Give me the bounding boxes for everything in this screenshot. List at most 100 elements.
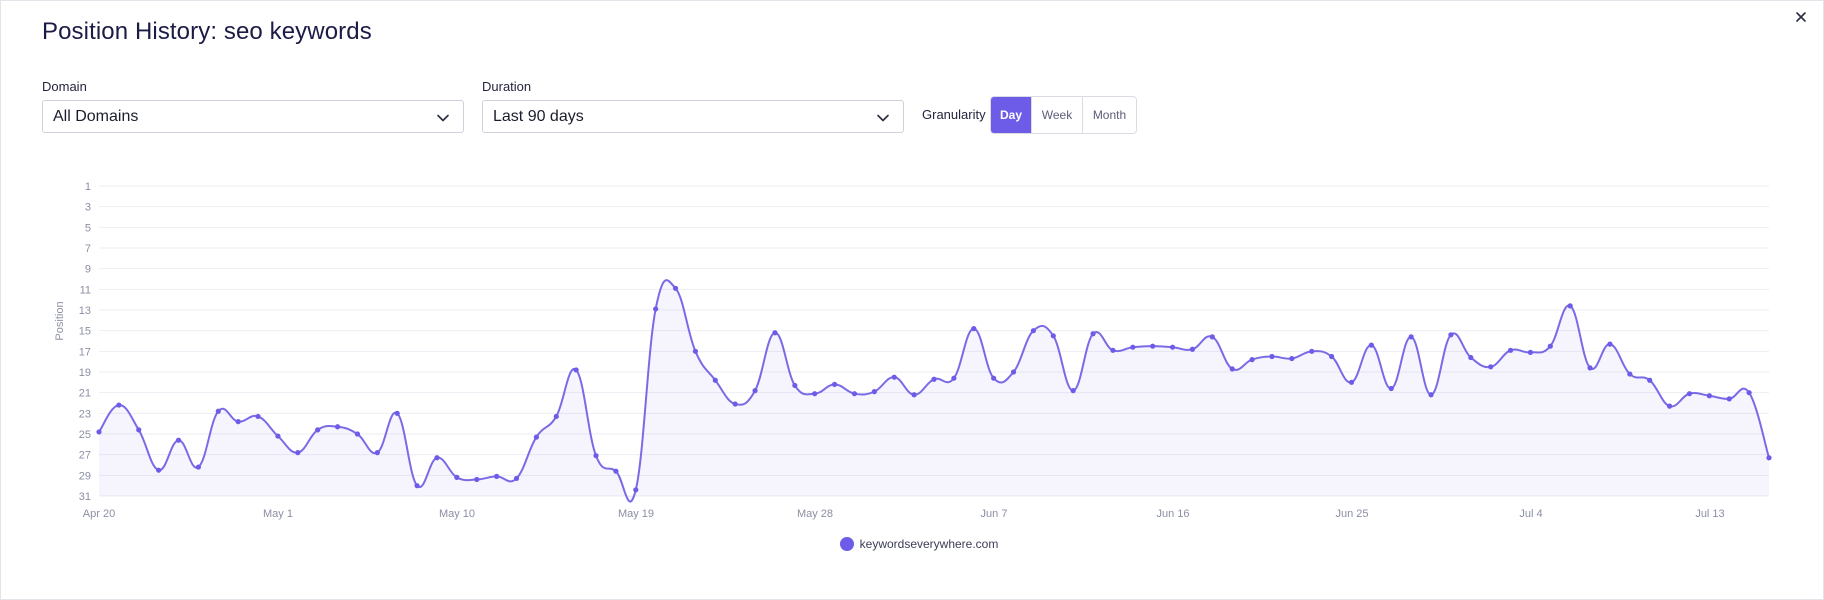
y-tick-label: 1: [85, 181, 91, 193]
data-point[interactable]: [1189, 346, 1196, 352]
data-point[interactable]: [156, 467, 162, 473]
granularity-week-button[interactable]: Week: [1031, 97, 1082, 133]
legend-item[interactable]: keywordseverywhere.com: [839, 537, 998, 551]
data-point[interactable]: [494, 473, 500, 479]
data-point[interactable]: [1488, 364, 1494, 370]
data-point[interactable]: [1587, 365, 1593, 371]
data-point[interactable]: [633, 487, 639, 493]
data-point[interactable]: [1309, 348, 1315, 354]
data-point[interactable]: [851, 391, 858, 397]
data-point[interactable]: [1666, 403, 1673, 409]
data-point[interactable]: [295, 450, 301, 456]
y-tick-label: 27: [79, 450, 91, 462]
data-point[interactable]: [215, 408, 221, 414]
data-point[interactable]: [1746, 390, 1752, 396]
data-point[interactable]: [96, 429, 102, 435]
data-point[interactable]: [474, 476, 480, 483]
data-point[interactable]: [752, 388, 758, 394]
data-point[interactable]: [891, 374, 897, 380]
data-point[interactable]: [573, 367, 579, 373]
data-point[interactable]: [772, 330, 778, 336]
data-point[interactable]: [1607, 341, 1613, 347]
data-point[interactable]: [1050, 333, 1056, 339]
data-point[interactable]: [434, 455, 440, 461]
data-point[interactable]: [1209, 334, 1215, 340]
data-point[interactable]: [394, 410, 400, 416]
data-point[interactable]: [1289, 355, 1295, 362]
data-point[interactable]: [414, 483, 420, 489]
data-point[interactable]: [1169, 344, 1176, 350]
x-tick-label: Jul 13: [1695, 508, 1724, 520]
data-point[interactable]: [1030, 328, 1037, 334]
data-point[interactable]: [454, 474, 460, 480]
data-point[interactable]: [1627, 371, 1633, 377]
data-point[interactable]: [1229, 366, 1235, 372]
data-point[interactable]: [1150, 343, 1156, 349]
data-point[interactable]: [255, 413, 261, 420]
data-point[interactable]: [1706, 393, 1712, 399]
data-point[interactable]: [951, 375, 957, 381]
data-point[interactable]: [334, 424, 341, 430]
data-point[interactable]: [792, 382, 798, 389]
data-point[interactable]: [195, 464, 202, 470]
data-point[interactable]: [871, 389, 877, 395]
data-point[interactable]: [1110, 347, 1116, 353]
data-point[interactable]: [1010, 369, 1017, 375]
data-point[interactable]: [593, 453, 599, 459]
data-point[interactable]: [1070, 388, 1076, 394]
close-button[interactable]: [1791, 7, 1811, 27]
data-point[interactable]: [533, 434, 539, 440]
chart-legend: keywordseverywhere.com: [1, 537, 1824, 551]
data-point[interactable]: [931, 376, 937, 382]
data-point[interactable]: [911, 392, 917, 398]
duration-select[interactable]: Last 90 days: [482, 100, 904, 133]
data-point[interactable]: [712, 377, 718, 383]
data-point[interactable]: [613, 468, 619, 474]
domain-select[interactable]: All Domains: [42, 100, 464, 133]
data-point[interactable]: [1726, 396, 1732, 402]
data-point[interactable]: [315, 427, 321, 433]
granularity-day-button[interactable]: Day: [991, 97, 1031, 133]
data-point[interactable]: [1507, 347, 1514, 353]
data-point[interactable]: [1368, 342, 1374, 348]
data-point[interactable]: [553, 413, 559, 420]
data-point[interactable]: [971, 326, 977, 332]
data-point[interactable]: [175, 437, 182, 443]
data-point[interactable]: [1269, 353, 1275, 360]
data-point[interactable]: [1329, 353, 1335, 360]
data-point[interactable]: [672, 285, 679, 291]
data-point[interactable]: [653, 306, 659, 312]
data-point[interactable]: [116, 402, 122, 408]
data-point[interactable]: [235, 419, 241, 425]
data-point[interactable]: [275, 433, 281, 439]
data-point[interactable]: [1428, 392, 1434, 398]
data-point[interactable]: [1249, 357, 1255, 363]
data-point[interactable]: [1766, 455, 1772, 461]
data-point[interactable]: [1408, 334, 1414, 340]
data-point[interactable]: [692, 348, 699, 354]
data-point[interactable]: [1348, 379, 1355, 385]
data-point[interactable]: [1388, 385, 1394, 392]
data-point[interactable]: [1130, 344, 1136, 350]
data-point[interactable]: [136, 427, 142, 433]
data-point[interactable]: [831, 381, 838, 387]
data-point[interactable]: [1567, 303, 1573, 309]
data-point[interactable]: [1547, 343, 1553, 349]
y-tick-label: 21: [79, 388, 91, 400]
data-point[interactable]: [374, 450, 380, 456]
y-tick-label: 13: [79, 305, 91, 317]
data-point[interactable]: [354, 431, 361, 437]
data-point[interactable]: [991, 375, 997, 381]
data-point[interactable]: [1448, 332, 1454, 338]
data-point[interactable]: [1686, 391, 1693, 397]
data-point[interactable]: [1468, 354, 1474, 361]
data-point[interactable]: [732, 401, 738, 407]
data-point[interactable]: [812, 391, 818, 397]
data-point[interactable]: [1090, 331, 1096, 337]
data-point[interactable]: [1647, 377, 1653, 383]
data-point[interactable]: [1527, 349, 1534, 355]
data-point[interactable]: [513, 475, 520, 482]
granularity-month-button[interactable]: Month: [1082, 97, 1136, 133]
